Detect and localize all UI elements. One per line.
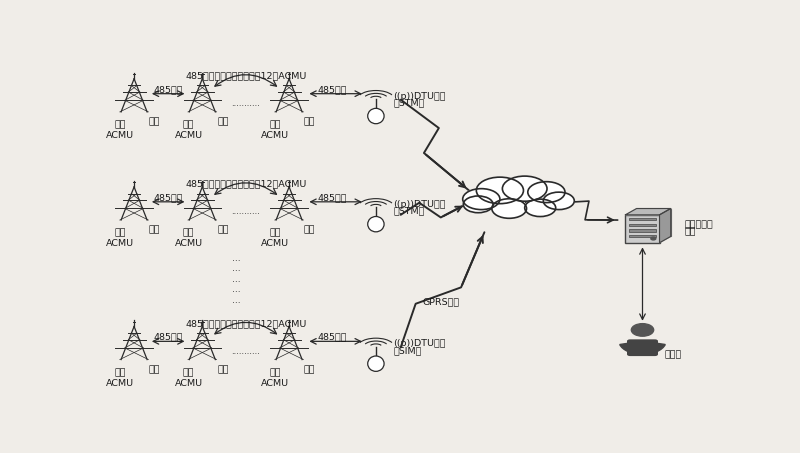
Text: Internet: Internet: [488, 191, 549, 206]
Text: 有SIM卡: 有SIM卡: [394, 347, 422, 355]
FancyBboxPatch shape: [629, 235, 656, 237]
FancyBboxPatch shape: [629, 223, 656, 226]
Text: 安装
ACMU: 安装 ACMU: [262, 229, 290, 248]
Text: 天线: 天线: [217, 226, 229, 235]
Text: 天线: 天线: [149, 117, 161, 126]
Text: 天线: 天线: [149, 226, 161, 235]
Circle shape: [543, 192, 574, 210]
Text: 据库: 据库: [685, 228, 696, 237]
Ellipse shape: [368, 356, 384, 371]
Text: 工程师: 工程师: [664, 350, 682, 359]
Text: 有STM卡: 有STM卡: [394, 207, 425, 216]
Text: ...: ...: [232, 285, 241, 294]
Text: 安装
ACMU: 安装 ACMU: [174, 120, 202, 140]
Text: 安装
ACMU: 安装 ACMU: [106, 120, 134, 140]
Circle shape: [651, 237, 656, 240]
FancyBboxPatch shape: [626, 215, 659, 243]
Text: 天线: 天线: [304, 226, 315, 235]
FancyBboxPatch shape: [627, 339, 658, 356]
Text: 安装
ACMU: 安装 ACMU: [174, 229, 202, 248]
Text: 485总线: 485总线: [318, 85, 347, 94]
Text: 安装
ACMU: 安装 ACMU: [174, 368, 202, 388]
Text: 485总线级联，最多可级聨12个ACMU: 485总线级联，最多可级聨12个ACMU: [185, 319, 306, 328]
Text: 485总线级联，最多可级聨12个ACMU: 485总线级联，最多可级聨12个ACMU: [185, 72, 306, 81]
Polygon shape: [626, 208, 670, 215]
Text: ...........: ...........: [231, 99, 260, 108]
Text: 天线: 天线: [217, 117, 229, 126]
Text: 485总线级联，最多可级聨12个ACMU: 485总线级联，最多可级聨12个ACMU: [185, 180, 306, 189]
Text: ...: ...: [232, 254, 241, 263]
Text: 天线: 天线: [304, 117, 315, 126]
Text: ...: ...: [232, 275, 241, 284]
Text: 天线: 天线: [304, 365, 315, 374]
Circle shape: [525, 199, 556, 217]
Circle shape: [631, 323, 654, 336]
Circle shape: [462, 188, 500, 210]
Text: 安装
ACMU: 安装 ACMU: [106, 368, 134, 388]
Text: ((p))DTU，装: ((p))DTU，装: [394, 200, 446, 209]
Text: 有STM卡: 有STM卡: [394, 99, 425, 108]
Text: ...........: ...........: [231, 207, 260, 216]
Circle shape: [528, 182, 565, 202]
Text: GPRS传输: GPRS传输: [422, 298, 459, 307]
Ellipse shape: [368, 217, 384, 232]
Text: 服务器与数: 服务器与数: [685, 221, 714, 230]
Text: 天线: 天线: [217, 365, 229, 374]
Text: 485总线: 485总线: [154, 333, 183, 342]
Text: ((p))DTU，装: ((p))DTU，装: [394, 92, 446, 101]
Text: 485总线: 485总线: [154, 85, 183, 94]
FancyBboxPatch shape: [637, 208, 670, 236]
Text: 天线: 天线: [149, 365, 161, 374]
Circle shape: [476, 177, 523, 204]
Text: ((p))DTU，装: ((p))DTU，装: [394, 339, 446, 348]
Circle shape: [463, 196, 493, 213]
Text: ...: ...: [232, 265, 241, 273]
Text: ...........: ...........: [231, 347, 260, 356]
Text: 安装
ACMU: 安装 ACMU: [262, 368, 290, 388]
FancyBboxPatch shape: [629, 229, 656, 231]
FancyBboxPatch shape: [629, 218, 656, 221]
Circle shape: [502, 176, 547, 201]
Ellipse shape: [368, 108, 384, 124]
Text: ...: ...: [232, 296, 241, 305]
Text: 485总线: 485总线: [318, 193, 347, 202]
Text: 安装
ACMU: 安装 ACMU: [106, 229, 134, 248]
Polygon shape: [659, 208, 670, 243]
Text: 485总线: 485总线: [318, 333, 347, 342]
Text: 安装
ACMU: 安装 ACMU: [262, 120, 290, 140]
Wedge shape: [620, 341, 666, 354]
Circle shape: [492, 199, 526, 218]
Text: 485总线: 485总线: [154, 193, 183, 202]
